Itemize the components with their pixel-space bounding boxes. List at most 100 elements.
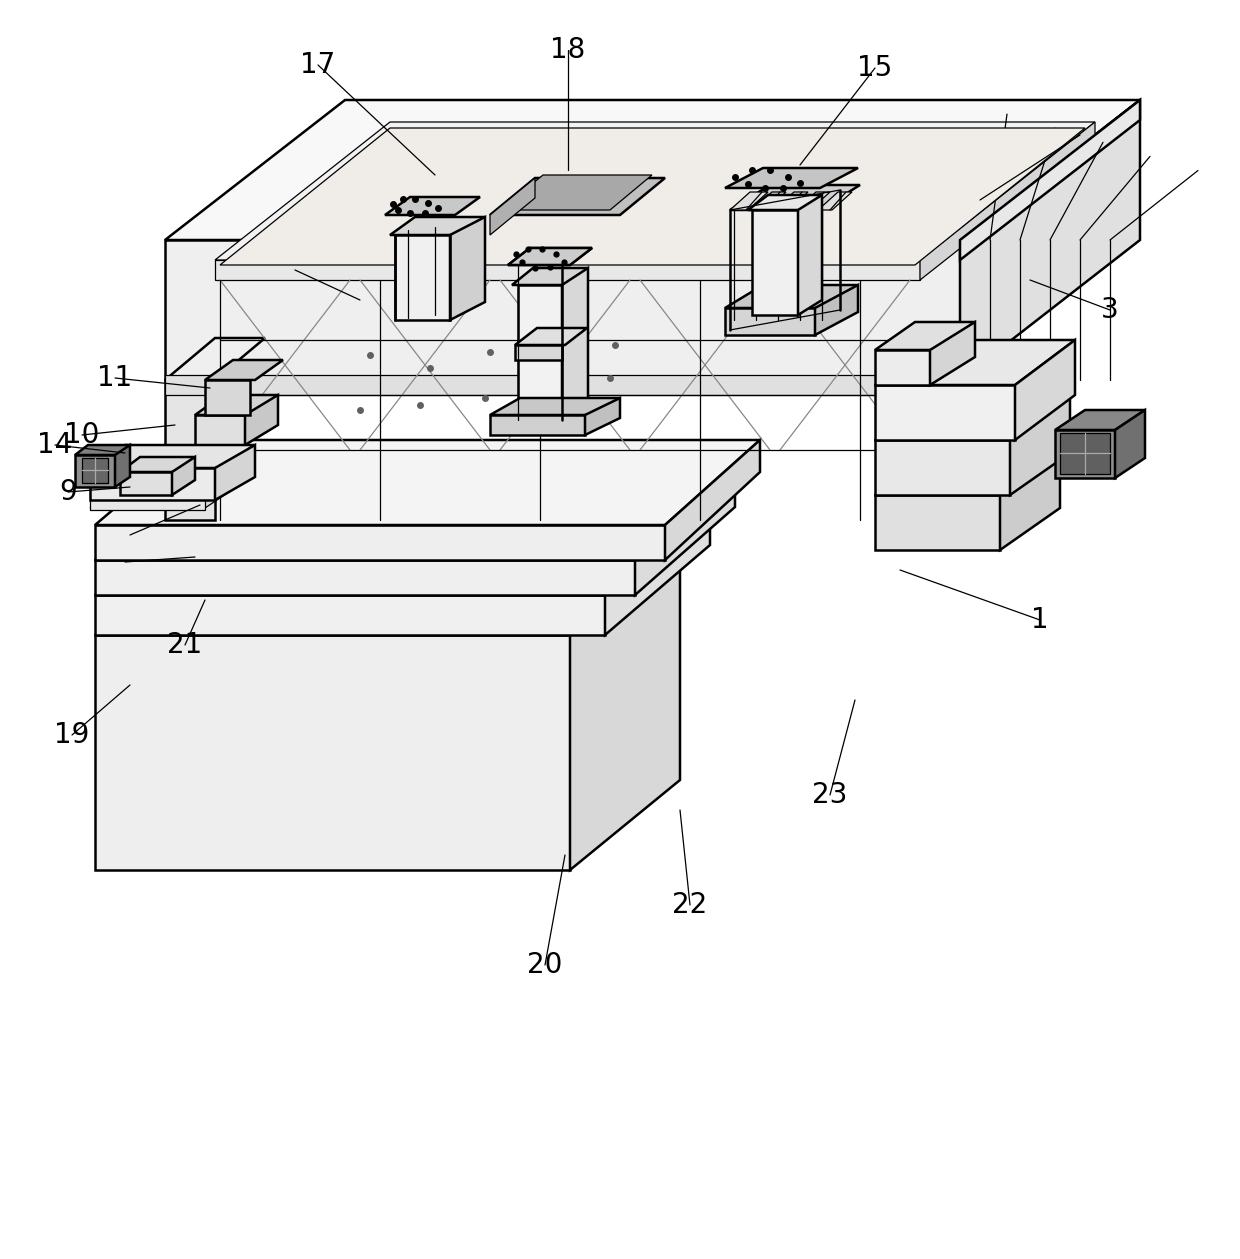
Polygon shape — [215, 444, 255, 500]
Polygon shape — [91, 468, 215, 500]
Text: 17: 17 — [300, 52, 336, 79]
Polygon shape — [920, 122, 1095, 279]
Polygon shape — [205, 380, 250, 415]
Polygon shape — [570, 545, 680, 870]
Polygon shape — [940, 380, 965, 520]
Polygon shape — [1060, 433, 1110, 473]
Polygon shape — [74, 454, 115, 487]
Polygon shape — [165, 99, 1140, 240]
Polygon shape — [751, 193, 786, 210]
Text: 15: 15 — [857, 54, 893, 82]
Polygon shape — [512, 268, 588, 285]
Text: 11: 11 — [98, 364, 133, 392]
Text: 14: 14 — [37, 431, 73, 460]
Polygon shape — [730, 193, 768, 210]
Polygon shape — [490, 178, 534, 235]
Polygon shape — [95, 596, 605, 635]
Polygon shape — [875, 398, 1070, 439]
Polygon shape — [95, 635, 570, 870]
Polygon shape — [246, 395, 278, 444]
Polygon shape — [91, 444, 255, 468]
Polygon shape — [95, 545, 680, 635]
Polygon shape — [1055, 410, 1145, 431]
Polygon shape — [490, 178, 665, 215]
Text: 22: 22 — [672, 891, 708, 919]
Text: 81: 81 — [108, 548, 143, 577]
Polygon shape — [115, 444, 130, 487]
Polygon shape — [91, 486, 238, 507]
Polygon shape — [82, 458, 108, 483]
Polygon shape — [960, 99, 1140, 261]
Polygon shape — [450, 217, 485, 320]
Polygon shape — [205, 360, 283, 380]
Polygon shape — [508, 248, 591, 264]
Polygon shape — [95, 507, 711, 596]
Polygon shape — [95, 439, 760, 525]
Polygon shape — [74, 444, 130, 454]
Text: 41: 41 — [1063, 121, 1097, 149]
Polygon shape — [1115, 410, 1145, 478]
Polygon shape — [725, 308, 815, 335]
Polygon shape — [120, 457, 195, 472]
Polygon shape — [120, 472, 172, 495]
Polygon shape — [396, 235, 450, 320]
Polygon shape — [751, 210, 799, 315]
Text: 9: 9 — [60, 478, 77, 506]
Polygon shape — [562, 268, 588, 421]
Text: 1: 1 — [1032, 606, 1049, 635]
Polygon shape — [748, 195, 822, 210]
Polygon shape — [875, 453, 1060, 495]
Polygon shape — [635, 472, 735, 596]
Text: 20: 20 — [527, 951, 563, 980]
Text: 10: 10 — [64, 421, 99, 449]
Polygon shape — [515, 329, 587, 345]
Polygon shape — [391, 217, 485, 235]
Polygon shape — [875, 340, 1075, 385]
Polygon shape — [875, 439, 1011, 495]
Polygon shape — [818, 193, 852, 210]
Polygon shape — [960, 99, 1140, 380]
Polygon shape — [195, 415, 246, 444]
Polygon shape — [730, 185, 861, 210]
Text: 18: 18 — [551, 37, 585, 64]
Text: 2: 2 — [122, 521, 139, 549]
Text: 23: 23 — [812, 781, 848, 810]
Polygon shape — [1011, 398, 1070, 495]
Polygon shape — [515, 345, 562, 360]
Polygon shape — [219, 128, 1085, 264]
Polygon shape — [95, 525, 665, 560]
Polygon shape — [165, 380, 215, 520]
Polygon shape — [165, 375, 960, 395]
Polygon shape — [725, 167, 858, 188]
Polygon shape — [815, 285, 858, 335]
Text: 21: 21 — [167, 631, 202, 658]
Polygon shape — [384, 196, 480, 215]
Polygon shape — [91, 490, 205, 510]
Polygon shape — [1016, 340, 1075, 439]
Polygon shape — [195, 395, 278, 415]
Polygon shape — [585, 398, 620, 436]
Polygon shape — [518, 285, 562, 421]
Text: 3: 3 — [1101, 296, 1118, 324]
Polygon shape — [215, 122, 1095, 261]
Polygon shape — [875, 495, 999, 550]
Polygon shape — [165, 337, 265, 380]
Polygon shape — [215, 261, 920, 279]
Text: 4: 4 — [286, 256, 304, 285]
Polygon shape — [799, 195, 822, 315]
Polygon shape — [1055, 431, 1115, 478]
Polygon shape — [172, 457, 195, 495]
Text: 19: 19 — [55, 721, 89, 749]
Polygon shape — [500, 175, 652, 210]
Polygon shape — [999, 453, 1060, 550]
Polygon shape — [774, 193, 808, 210]
Polygon shape — [508, 248, 591, 264]
Polygon shape — [91, 468, 246, 490]
Polygon shape — [165, 240, 960, 380]
Polygon shape — [875, 350, 930, 385]
Polygon shape — [605, 507, 711, 635]
Polygon shape — [725, 285, 858, 308]
Polygon shape — [95, 472, 735, 560]
Polygon shape — [490, 415, 585, 436]
Polygon shape — [796, 193, 830, 210]
